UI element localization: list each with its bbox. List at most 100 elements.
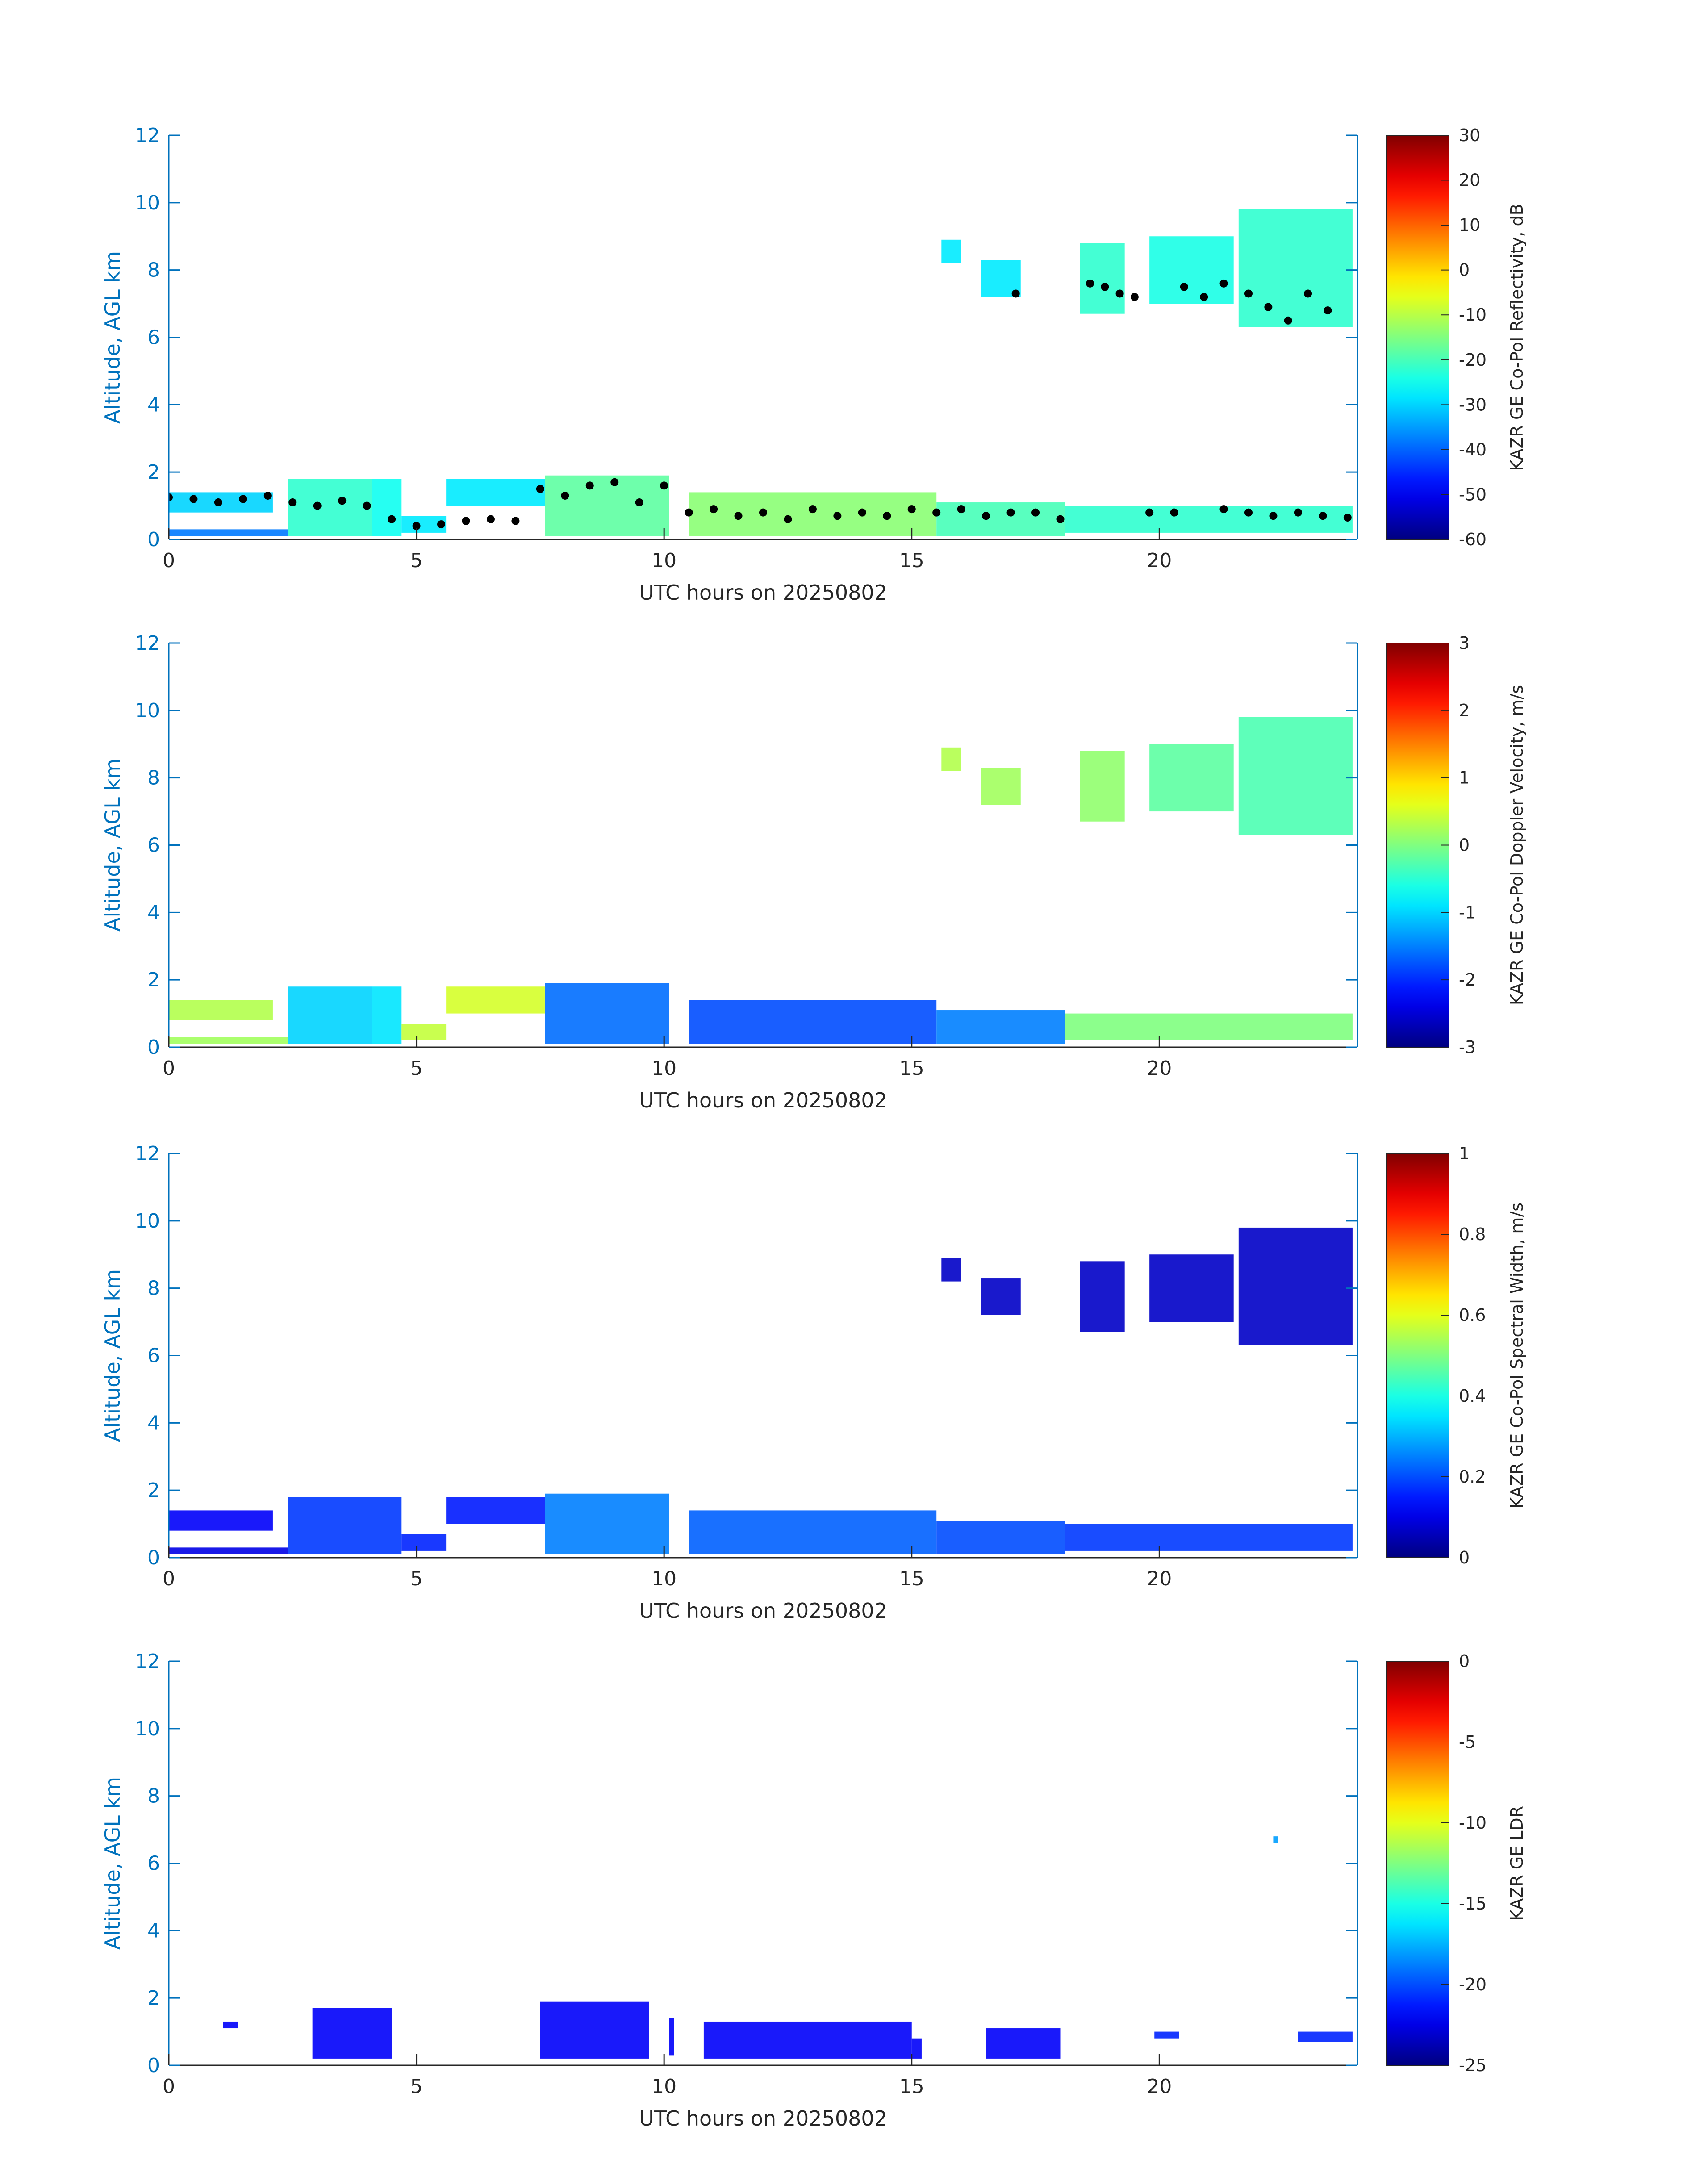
colorbar-tick-label: 0 (1459, 1651, 1470, 1671)
colorbar-tick-label: 0.8 (1459, 1224, 1486, 1244)
cloud-base-marker (1086, 279, 1094, 288)
echo-region (446, 1497, 545, 1524)
x-tick-label: 10 (651, 1057, 677, 1080)
echo-region (689, 1510, 937, 1554)
plot-area (169, 1227, 1353, 1554)
plot-area (169, 209, 1353, 536)
cloud-base-marker (1244, 508, 1253, 517)
echo-region (372, 479, 402, 536)
cloud-base-marker (1343, 513, 1352, 522)
echo-region (1065, 1524, 1353, 1551)
y-tick-label: 10 (135, 699, 160, 722)
y-tick-label: 6 (147, 1345, 160, 1367)
cloud-base-marker (1319, 512, 1327, 520)
colorbar-tick-label: -40 (1459, 440, 1487, 460)
echo-region (1080, 243, 1125, 314)
cloud-base-marker (1284, 316, 1292, 325)
y-tick-label: 4 (147, 393, 160, 416)
cloud-base-marker (585, 481, 594, 490)
y-tick-label: 8 (147, 1277, 160, 1300)
cloud-base-marker (883, 512, 891, 520)
echo-region (545, 1493, 669, 1554)
cloud-base-marker (759, 508, 767, 517)
plot-area (223, 1836, 1353, 2059)
echo-region (703, 2021, 912, 2059)
cloud-base-marker (189, 495, 198, 503)
colorbar-tick-label: -1 (1459, 903, 1476, 922)
colorbar: 0 0.2 0.4 0.6 0.8 1 KAZR GE Co-Pol Spectral Wi… (1386, 1144, 1527, 1567)
echo-region (1080, 751, 1125, 822)
colorbar-tick-label: 1 (1459, 1144, 1470, 1163)
echo-region (936, 1521, 1065, 1554)
cloud-base-marker (1011, 289, 1020, 298)
colorbar-tick-label: 3 (1459, 633, 1470, 653)
cloud-base-marker (1056, 515, 1065, 523)
x-tick-label: 0 (163, 2075, 175, 2098)
colorbar: -25 -20 -15 -10 -5 0 KAZR GE LDR (1386, 1651, 1527, 2075)
colorbar-tick-label: 0 (1459, 260, 1470, 280)
cloud-base-marker (363, 501, 371, 510)
cloud-base-marker (561, 491, 569, 500)
colorbar-tick-label: -2 (1459, 970, 1476, 990)
y-tick-label: 0 (147, 1036, 160, 1059)
cloud-base-marker (1145, 508, 1154, 517)
echo-region (169, 1547, 288, 1554)
colorbar-tick-label: 10 (1459, 215, 1480, 235)
y-tick-label: 12 (135, 124, 160, 147)
echo-region (986, 2028, 1061, 2059)
colorbar-tick-label: 20 (1459, 171, 1480, 190)
y-axis-label: Altitude, AGL km (100, 759, 125, 932)
x-tick-label: 15 (899, 2075, 924, 2098)
cloud-base-marker (313, 501, 322, 510)
cloud-base-marker (932, 508, 941, 517)
y-tick-label: 2 (147, 1987, 160, 2010)
echo-region (669, 2018, 674, 2056)
y-tick-label: 6 (147, 1852, 160, 1875)
cloud-base-marker (1264, 303, 1273, 311)
echo-region (1273, 1836, 1278, 1843)
cloud-base-marker (462, 517, 470, 525)
echo-region (540, 2001, 649, 2059)
panel-reflectivity: 0 2 4 6 8 10 12 0 5 10 15 20 UTC hours on 20250802 Al… (100, 124, 1527, 605)
echo-region (372, 986, 402, 1044)
cloud-base-marker (660, 481, 668, 490)
echo-region (941, 1258, 961, 1282)
y-tick-label: 4 (147, 901, 160, 924)
y-tick-label: 0 (147, 2054, 160, 2077)
echo-region (1298, 2031, 1353, 2042)
cloud-base-marker (1180, 283, 1188, 291)
y-tick-label: 8 (147, 1785, 160, 1808)
x-tick-label: 5 (410, 1057, 423, 1080)
colorbar-label: KAZR GE Co-Pol Spectral Width, m/s (1507, 1203, 1527, 1508)
x-axis-label: UTC hours on 20250802 (639, 581, 887, 605)
echo-region (911, 2038, 922, 2059)
echo-region (288, 479, 372, 536)
echo-region (401, 1534, 447, 1551)
echo-region (288, 986, 372, 1044)
cloud-base-marker (808, 505, 817, 514)
cloud-base-marker (858, 508, 866, 517)
cloud-base-marker (1006, 508, 1015, 517)
echo-region (545, 475, 669, 536)
colorbar-tick-label: -20 (1459, 1975, 1487, 1994)
echo-region (169, 1037, 288, 1044)
x-tick-label: 15 (899, 549, 924, 572)
echo-region (941, 239, 961, 263)
y-tick-label: 4 (147, 1412, 160, 1434)
x-tick-label: 5 (410, 2075, 423, 2098)
colorbar: -60 -50 -40 -30 -20 -10 0 10 20 30 KAZR GE Co-Pol … (1386, 125, 1527, 549)
echo-region (169, 1510, 273, 1531)
colorbar-scale (1386, 1661, 1449, 2066)
colorbar-label: KAZR GE LDR (1507, 1806, 1527, 1921)
echo-region (981, 768, 1021, 805)
y-tick-label: 0 (147, 1546, 160, 1569)
echo-region (372, 2008, 392, 2059)
x-tick-label: 20 (1147, 1567, 1172, 1590)
cloud-base-marker (412, 522, 421, 530)
cloud-base-marker (784, 515, 792, 523)
x-tick-label: 20 (1147, 2075, 1172, 2098)
echo-region (401, 1024, 447, 1040)
cloud-base-marker (635, 498, 643, 507)
